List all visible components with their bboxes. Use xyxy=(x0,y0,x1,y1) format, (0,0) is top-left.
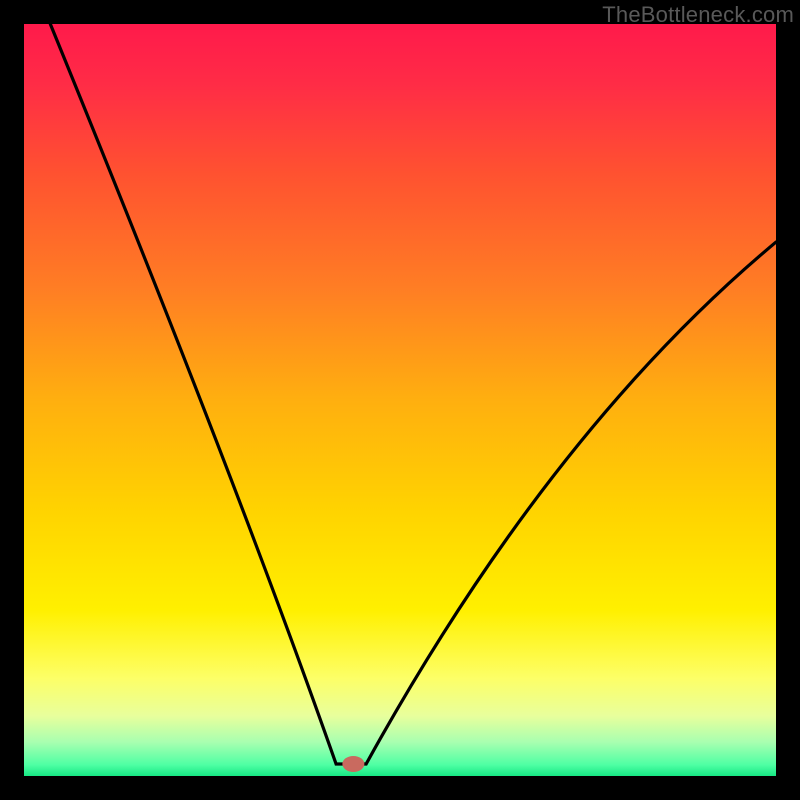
optimal-point-marker xyxy=(342,756,364,772)
bottleneck-chart xyxy=(0,0,800,800)
chart-container: TheBottleneck.com xyxy=(0,0,800,800)
watermark-text: TheBottleneck.com xyxy=(602,2,794,28)
plot-background xyxy=(24,24,776,776)
